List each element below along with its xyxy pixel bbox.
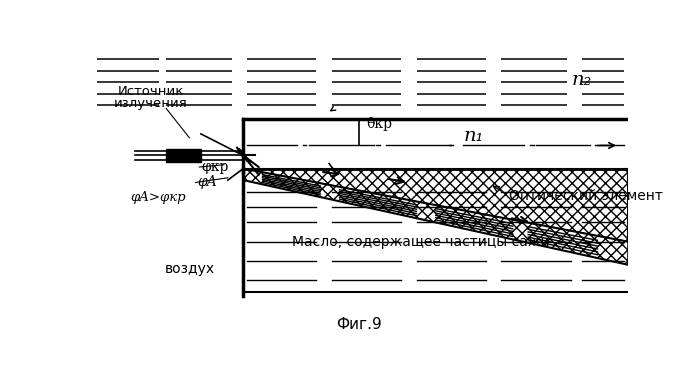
Polygon shape — [244, 169, 629, 242]
Text: φA>φкр: φA>φкр — [131, 191, 186, 204]
Text: θкр: θкр — [367, 117, 393, 131]
Text: Источник: Источник — [118, 85, 184, 98]
Polygon shape — [244, 169, 629, 265]
Text: φA: φA — [197, 175, 217, 189]
Text: Оптический элемент: Оптический элемент — [509, 189, 663, 203]
Text: Фиг.9: Фиг.9 — [336, 317, 382, 332]
Text: излучения: излучения — [114, 97, 188, 110]
Text: Масло, содержащее частицы сажи: Масло, содержащее частицы сажи — [291, 235, 550, 249]
Text: φкр: φкр — [201, 160, 228, 174]
Text: n₁: n₁ — [464, 127, 484, 145]
Text: n₂: n₂ — [572, 71, 592, 89]
Text: воздух: воздух — [164, 262, 214, 276]
Polygon shape — [167, 149, 201, 162]
